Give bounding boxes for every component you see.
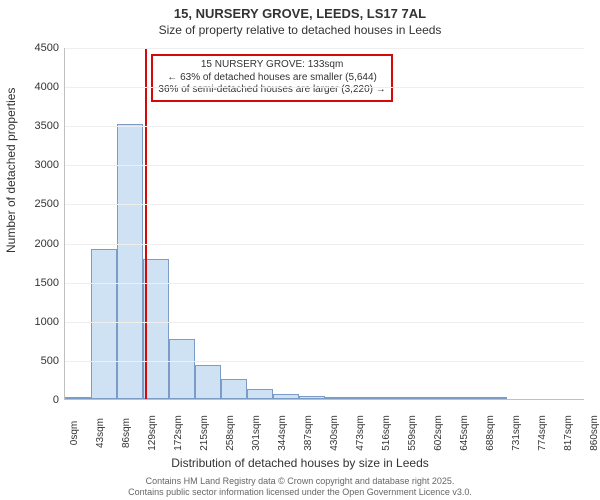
y-tick-label: 4500 [35, 42, 65, 54]
y-tick-label: 1000 [35, 316, 65, 328]
bar [377, 397, 403, 399]
grid-line [65, 48, 584, 49]
credits-line1: Contains HM Land Registry data © Crown c… [0, 476, 600, 487]
chart-subtitle: Size of property relative to detached ho… [0, 21, 600, 37]
x-tick-label: 774sqm [533, 415, 548, 451]
bar [403, 397, 429, 399]
x-tick-label: 860sqm [585, 415, 600, 451]
annotation-line3: 36% of semi-detached houses are larger (… [158, 84, 385, 97]
bar [325, 397, 351, 399]
credits-line2: Contains public sector information licen… [0, 487, 600, 498]
x-tick-label: 817sqm [559, 415, 574, 451]
annotation-box: 15 NURSERY GROVE: 133sqm ← 63% of detach… [151, 54, 392, 102]
x-tick-label: 258sqm [221, 415, 236, 451]
bar [481, 397, 507, 399]
annotation-line2: ← 63% of detached houses are smaller (5,… [158, 72, 385, 85]
y-tick-label: 2000 [35, 238, 65, 250]
bar [455, 397, 481, 399]
x-tick-label: 43sqm [91, 418, 106, 448]
bar [247, 389, 273, 399]
x-axis-label: Distribution of detached houses by size … [0, 456, 600, 470]
x-tick-label: 473sqm [351, 415, 366, 451]
bar [351, 397, 377, 399]
grid-line [65, 126, 584, 127]
x-tick-label: 86sqm [117, 418, 132, 448]
y-axis-label: Number of detached properties [4, 88, 18, 253]
grid-line [65, 361, 584, 362]
x-tick-label: 559sqm [403, 415, 418, 451]
x-tick-label: 731sqm [507, 415, 522, 451]
grid-line [65, 244, 584, 245]
chart-container: 15, NURSERY GROVE, LEEDS, LS17 7AL Size … [0, 0, 600, 500]
credits: Contains HM Land Registry data © Crown c… [0, 476, 600, 499]
x-tick-label: 602sqm [429, 415, 444, 451]
y-tick-label: 3000 [35, 159, 65, 171]
bar [169, 339, 195, 399]
x-tick-label: 387sqm [299, 415, 314, 451]
grid-line [65, 87, 584, 88]
y-tick-label: 4000 [35, 81, 65, 93]
annotation-line1: 15 NURSERY GROVE: 133sqm [158, 59, 385, 72]
bar [65, 397, 91, 399]
y-tick-label: 500 [41, 355, 65, 367]
grid-line [65, 322, 584, 323]
x-tick-label: 0sqm [65, 421, 80, 445]
bar [221, 379, 247, 399]
x-tick-label: 645sqm [455, 415, 470, 451]
bar [299, 396, 325, 399]
bar [195, 365, 221, 399]
x-tick-label: 344sqm [273, 415, 288, 451]
x-tick-label: 516sqm [377, 415, 392, 451]
x-tick-label: 172sqm [169, 415, 184, 451]
bar [91, 249, 117, 399]
bar [429, 397, 455, 399]
grid-line [65, 283, 584, 284]
grid-line [65, 204, 584, 205]
x-tick-label: 430sqm [325, 415, 340, 451]
marker-line [145, 48, 147, 399]
x-tick-label: 215sqm [195, 415, 210, 451]
grid-line [65, 165, 584, 166]
plot-area: 15 NURSERY GROVE: 133sqm ← 63% of detach… [64, 48, 584, 400]
y-tick-label: 0 [53, 394, 65, 406]
y-tick-label: 1500 [35, 277, 65, 289]
chart-title: 15, NURSERY GROVE, LEEDS, LS17 7AL [0, 0, 600, 21]
y-tick-label: 2500 [35, 198, 65, 210]
x-tick-label: 129sqm [143, 415, 158, 451]
x-tick-label: 301sqm [247, 415, 262, 451]
y-tick-label: 3500 [35, 120, 65, 132]
bar [273, 394, 299, 399]
x-tick-label: 688sqm [481, 415, 496, 451]
